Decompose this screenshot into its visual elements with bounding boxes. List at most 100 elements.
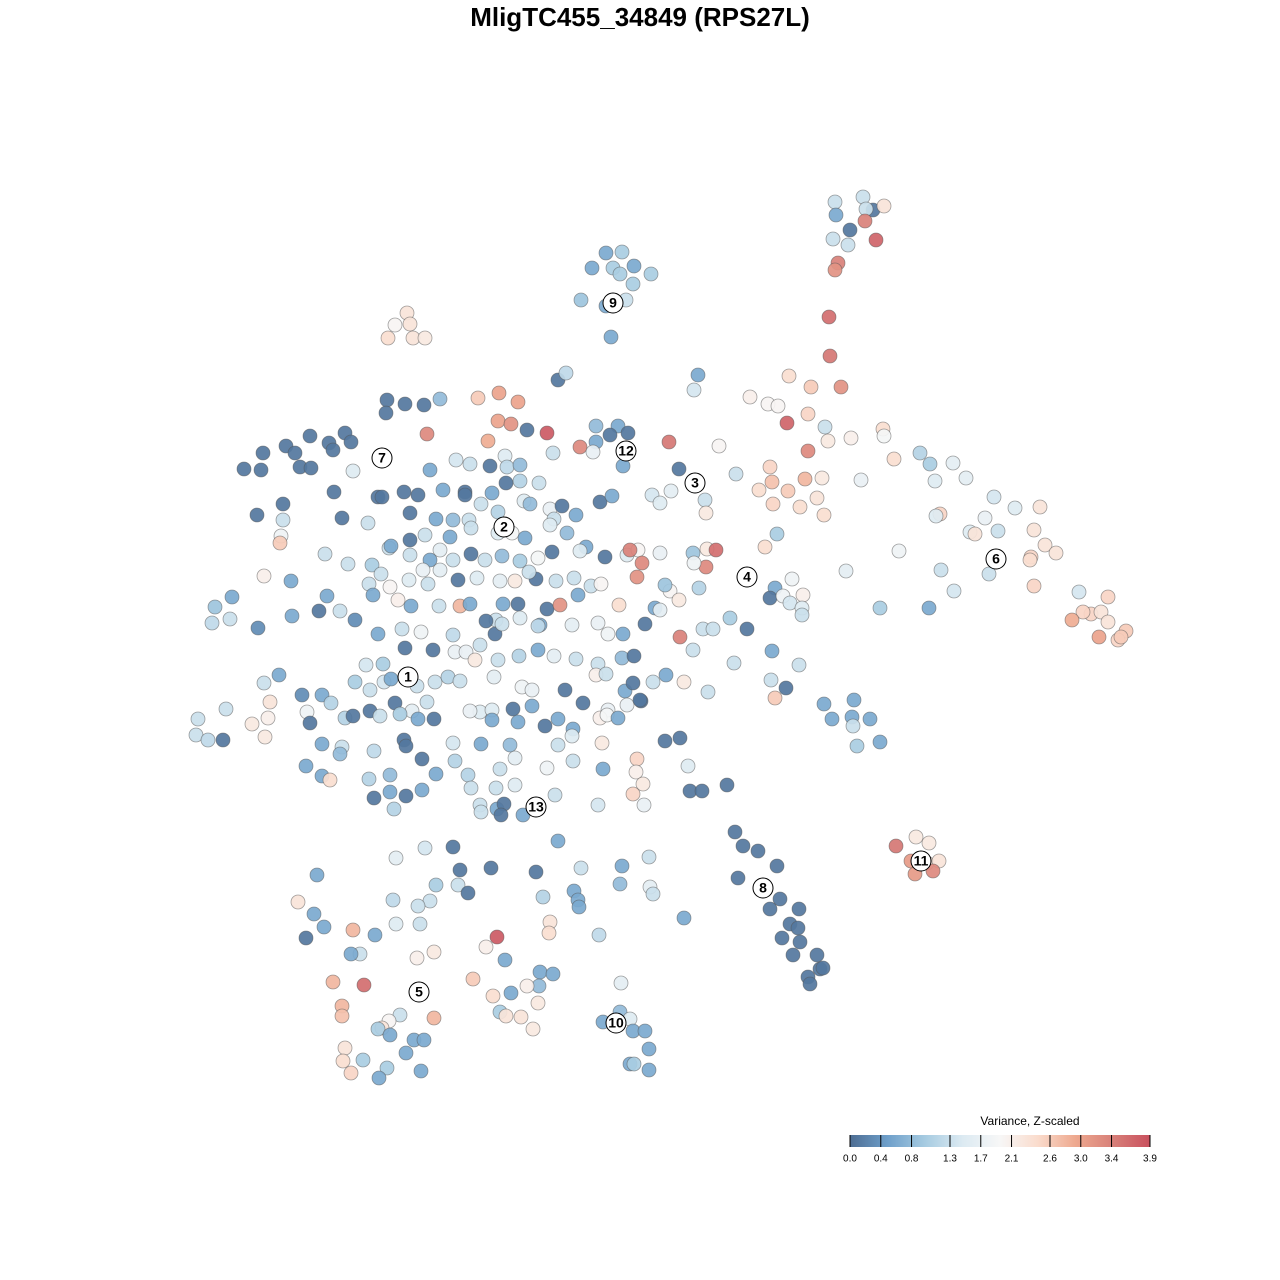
point <box>784 571 800 587</box>
point <box>872 734 888 750</box>
point <box>730 870 746 886</box>
point <box>450 572 466 588</box>
colorbar-tick-label: 2.1 <box>1005 1154 1019 1165</box>
cluster-label-badge <box>736 566 758 588</box>
point <box>661 434 677 450</box>
point <box>302 715 318 731</box>
point <box>250 620 266 636</box>
point <box>635 776 651 792</box>
point <box>685 642 701 658</box>
point <box>921 835 937 851</box>
point <box>412 916 428 932</box>
point <box>450 877 466 893</box>
point <box>765 496 781 512</box>
point <box>322 772 338 788</box>
points <box>188 189 1134 1086</box>
point <box>397 640 413 656</box>
point <box>485 988 501 1004</box>
point <box>564 728 580 744</box>
point <box>625 675 641 691</box>
cluster-label-badge <box>602 292 624 314</box>
point <box>372 708 388 724</box>
point <box>751 482 767 498</box>
point <box>326 484 342 500</box>
point <box>573 860 589 876</box>
point <box>432 542 448 558</box>
point <box>387 317 403 333</box>
point <box>565 753 581 769</box>
point <box>398 788 414 804</box>
point <box>410 898 426 914</box>
point <box>611 597 627 613</box>
point <box>402 532 418 548</box>
point <box>385 892 401 908</box>
cluster-label: 2 <box>500 519 508 535</box>
point <box>572 543 588 559</box>
cluster-label: 12 <box>618 443 634 459</box>
point <box>413 1063 429 1079</box>
point <box>780 483 796 499</box>
point <box>332 603 348 619</box>
colorbar-tick-label: 2.6 <box>1043 1154 1057 1165</box>
point <box>204 615 220 631</box>
point <box>253 462 269 478</box>
point <box>537 718 553 734</box>
point <box>568 507 584 523</box>
point <box>625 276 641 292</box>
point <box>420 576 436 592</box>
point <box>637 1023 653 1039</box>
colorbar-tick-label: 3.4 <box>1105 1154 1119 1165</box>
point <box>334 510 350 526</box>
point <box>610 710 626 726</box>
point <box>394 621 410 637</box>
point <box>383 538 399 554</box>
point <box>337 1040 353 1056</box>
cluster-label: 6 <box>992 551 1000 567</box>
cluster-label-badge <box>371 447 393 469</box>
point <box>445 627 461 643</box>
point <box>762 459 778 475</box>
cluster-label-badge <box>408 981 430 1003</box>
point <box>598 245 614 261</box>
point <box>632 692 648 708</box>
point <box>343 1065 359 1081</box>
point <box>764 474 780 490</box>
point <box>1113 629 1129 645</box>
point <box>927 473 943 489</box>
point <box>575 695 591 711</box>
point <box>392 706 408 722</box>
point <box>222 611 238 627</box>
point <box>613 975 629 991</box>
point <box>478 939 494 955</box>
point <box>591 927 607 943</box>
point <box>236 461 252 477</box>
point <box>517 530 533 546</box>
point <box>645 886 661 902</box>
point <box>548 573 564 589</box>
point <box>636 797 652 813</box>
point <box>323 695 339 711</box>
point <box>521 564 537 580</box>
point <box>592 494 608 510</box>
point <box>432 562 448 578</box>
point <box>347 674 363 690</box>
point <box>435 482 451 498</box>
cluster-label-badge <box>397 666 419 688</box>
point <box>402 316 418 332</box>
point <box>815 960 831 976</box>
point <box>595 761 611 777</box>
point <box>492 761 508 777</box>
point <box>539 601 555 617</box>
point <box>510 596 526 612</box>
cluster-label-badge <box>910 850 932 872</box>
point <box>781 368 797 384</box>
point <box>626 258 642 274</box>
point <box>465 971 481 987</box>
point <box>419 426 435 442</box>
point <box>722 610 738 626</box>
point <box>691 580 707 596</box>
point <box>489 929 505 945</box>
point <box>356 977 372 993</box>
cluster-label-badge <box>615 440 637 462</box>
